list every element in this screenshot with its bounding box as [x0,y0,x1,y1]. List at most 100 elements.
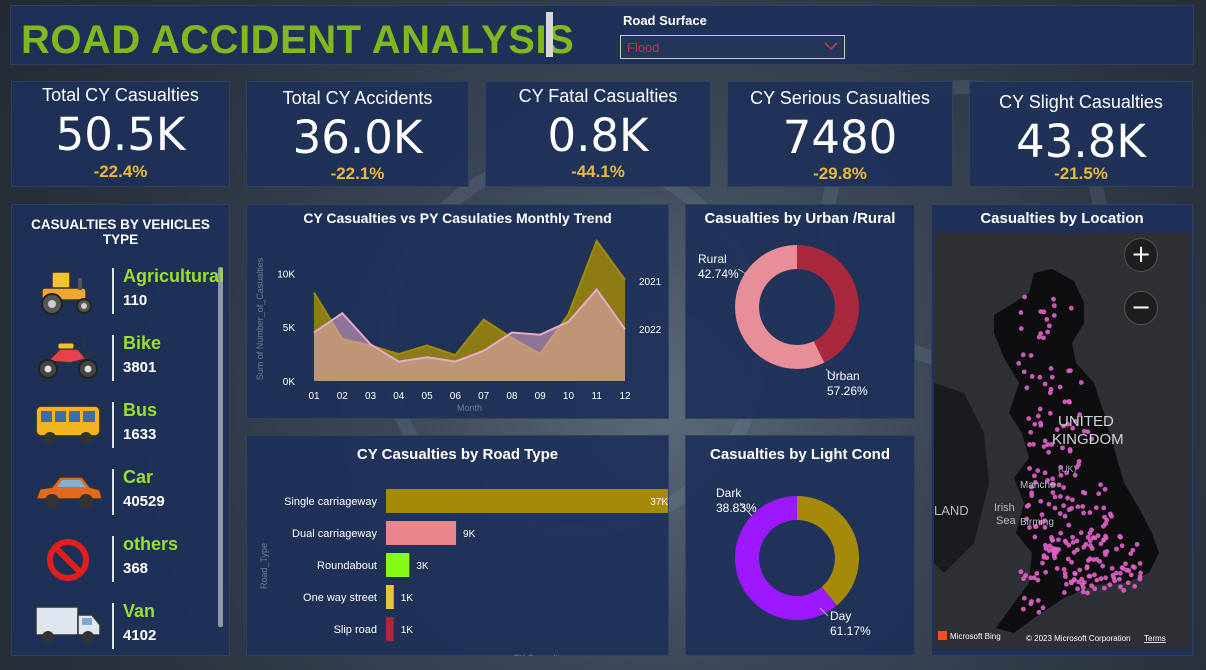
road-type-title: CY Casualties by Road Type [356,446,559,463]
vehicle-divider [112,603,114,649]
zoom-in-button[interactable]: + [1124,238,1158,272]
casualty-dot [1047,410,1053,416]
road-type-panel[interactable]: CY Casualties by Road Type Road_Type CY C… [246,435,669,656]
title-divider [546,12,553,57]
vehicle-divider [112,469,114,515]
casualty-dot [1066,507,1072,513]
casualty-dots[interactable] [1016,294,1143,615]
bar-category-label: Single carriageway [284,496,377,508]
vehicle-row-van[interactable]: Van 4102 [12,595,222,659]
header-bar: ROAD ACCIDENT ANALYSIS Road Surface Floo… [10,5,1194,65]
kpi-card-total-accidents[interactable]: Total CY Accidents 36.0K -22.1% [246,81,469,187]
map-label-ireland: LAND [934,503,969,518]
vehicle-value: 40529 [123,493,165,510]
kpi-value: 36.0K [292,111,423,164]
vehicle-divider [112,402,114,448]
vehicle-value: 3801 [123,359,157,376]
casualty-dot [1061,485,1067,490]
casualty-dot [1034,571,1040,576]
urban-rural-panel[interactable]: Casualties by Urban /Rural Rural 42.74% Ur… [685,204,915,419]
kpi-change: -29.8% [813,164,867,183]
vehicle-row-agricultural[interactable]: Agricultural 110 [12,260,224,324]
casualty-dot [1048,386,1054,392]
donut-value-label: 42.74% [698,267,739,281]
monthly-trend-chart[interactable]: Sum of Number_of_Casualties Month 0K 5K 10K 0… [247,229,668,419]
x-tick-label: 03 [365,391,377,402]
kpi-title: CY Fatal Casualties [518,86,678,106]
bar-category-label: One way street [303,592,377,604]
monthly-trend-panel[interactable]: CY Casualties vs PY Casulaties Monthly T… [246,204,669,419]
kpi-card-serious-casualties[interactable]: CY Serious Casualties 7480 -29.8% [727,81,953,187]
x-tick-label: 07 [478,391,490,402]
vehicle-row-car[interactable]: Car 40529 [12,461,222,525]
casualty-dot [1088,543,1093,548]
casualty-dot [1101,523,1106,529]
zoom-out-button[interactable]: − [1124,291,1158,325]
donut-label: Urban [827,369,860,383]
kpi-card-slight-casualties[interactable]: CY Slight Casualties 43.8K -21.5% [969,81,1193,187]
casualty-dot [1069,497,1075,503]
casualty-dot [1137,561,1143,566]
vehicle-row-bus[interactable]: Bus 1633 [12,394,222,458]
casualty-dot [1035,468,1041,473]
vehicle-label: Bike [123,333,162,353]
road-type-bar-chart[interactable]: Road_Type CY Casualties Single carriageway… [247,466,668,656]
bar-dual-carriageway [386,521,457,545]
vehicle-row-others[interactable]: others 368 [12,528,222,592]
casualty-dot [1062,399,1068,405]
casualty-dot [1045,442,1051,447]
kpi-title: Total CY Accidents [282,88,433,108]
casualty-dot [1121,587,1127,593]
vehicle-row-bike[interactable]: Bike 3801 [12,327,222,391]
casualty-dot [1110,572,1116,578]
casualty-dot [1072,570,1078,576]
casualty-dot [1118,584,1123,590]
bar-slip-road [386,617,394,641]
casualty-dot [1087,573,1093,579]
casualty-dot [1092,586,1098,592]
casualty-dot [1118,534,1123,540]
casualty-dot [1079,576,1085,582]
light-condition-panel[interactable]: Casualties by Light Cond Dark 38.83% Day 61… [685,435,915,656]
y-tick-label: 10K [277,269,295,280]
casualty-dot [1054,566,1060,571]
vehicle-value: 110 [123,292,148,309]
casualty-dot [1102,585,1107,591]
casualty-dot [1072,472,1078,478]
casualty-dot [1089,436,1095,442]
casualty-dot [1047,543,1053,549]
casualty-dot [1036,334,1042,340]
y-tick-label: 0K [283,377,296,388]
casualty-dot [1031,575,1037,581]
casualty-dot [1046,449,1051,455]
casualty-dot [1041,335,1046,341]
donut-slice-day [734,496,838,620]
casualty-dot [1054,427,1060,432]
vertical-scrollbar[interactable] [218,267,223,627]
donut-slice-urban [735,245,825,369]
casualty-dot [1081,580,1087,585]
casualty-dot [1134,542,1140,547]
y-axis-label: Sum of Number_of_Casualties [255,257,265,380]
bar-one-way-street [386,585,394,609]
casualty-dot [1112,578,1118,584]
road-surface-label: Road Surface [623,13,707,28]
road-surface-dropdown[interactable]: Flood [620,35,845,59]
casualty-dot [1051,303,1057,309]
casualty-dot [1028,601,1034,607]
casualty-dot [1026,416,1032,421]
casualty-dot [1018,569,1024,575]
casualty-dot [1132,565,1137,570]
map-terms-link[interactable]: Terms [1144,634,1166,643]
kpi-card-total-casualties[interactable]: Total CY Casualties 50.5K -22.4% [11,81,230,187]
kpi-title: CY Serious Casualties [750,88,930,108]
kpi-card-fatal-casualties[interactable]: CY Fatal Casualties 0.8K -44.1% [485,81,711,187]
casualty-dot [1033,524,1039,529]
casualty-dot [1065,556,1071,562]
casualty-dot [1104,517,1110,523]
casualty-dot [1032,480,1038,485]
casualty-dot [1119,543,1125,549]
casualty-dot [1028,575,1034,581]
